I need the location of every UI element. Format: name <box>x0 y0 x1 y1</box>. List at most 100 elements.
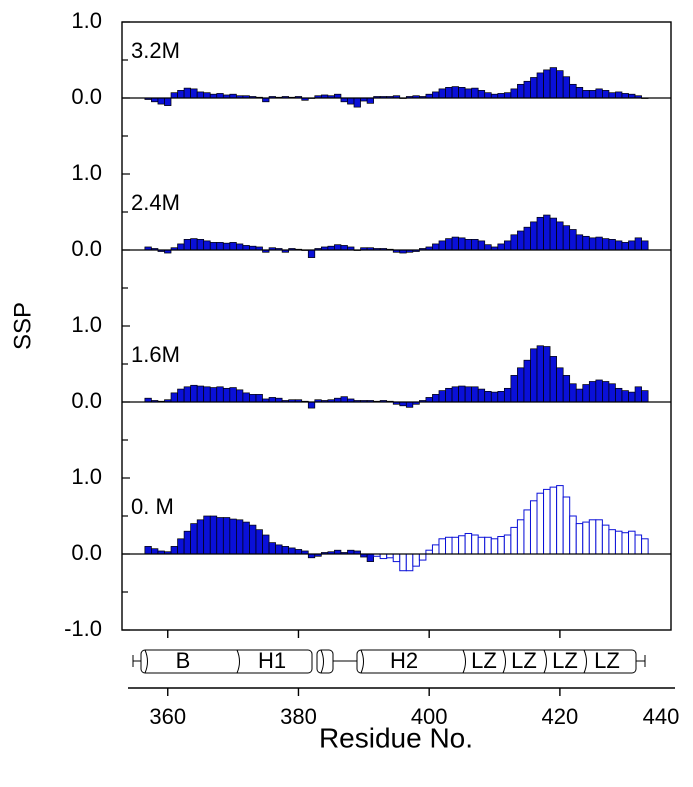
bar <box>222 387 231 403</box>
bar <box>628 240 636 251</box>
cylinder-edge <box>360 649 587 674</box>
x-axis-label: Residue No. <box>319 722 473 753</box>
bar <box>405 401 414 408</box>
x-tick-label: 380 <box>280 704 317 729</box>
bar <box>170 392 178 403</box>
bar <box>203 92 211 99</box>
bar <box>556 221 564 251</box>
bar <box>236 389 244 403</box>
bar <box>556 485 564 555</box>
bar <box>464 88 473 99</box>
bar <box>464 386 473 403</box>
bar <box>177 388 185 403</box>
bar <box>288 547 296 555</box>
bar <box>183 530 191 555</box>
plot-frame <box>121 21 672 631</box>
bar <box>582 521 590 555</box>
bar <box>641 390 649 403</box>
bar <box>523 80 531 99</box>
bar <box>432 91 440 99</box>
bar <box>307 401 316 409</box>
bar <box>366 97 374 104</box>
y-tick-label: 0.0 <box>71 388 102 413</box>
bar <box>418 553 427 561</box>
bar <box>503 387 512 403</box>
bar <box>484 92 492 99</box>
bar <box>484 536 492 555</box>
bar <box>340 396 348 403</box>
bar <box>530 77 538 99</box>
bar <box>582 90 590 99</box>
bar <box>510 234 518 251</box>
bar <box>203 386 211 403</box>
bar <box>490 538 499 555</box>
bar <box>438 538 447 555</box>
bar <box>628 530 636 555</box>
bar <box>562 496 571 555</box>
bar <box>183 239 191 251</box>
bar <box>608 239 616 251</box>
bar <box>562 225 571 251</box>
bar <box>608 529 616 555</box>
bar <box>216 517 224 555</box>
bar <box>249 524 257 555</box>
helix-cylinder <box>140 649 313 674</box>
bar <box>497 536 505 555</box>
bar <box>209 515 218 555</box>
bar <box>432 394 440 403</box>
y-tick-label: -1.0 <box>64 616 102 641</box>
bar <box>144 546 152 555</box>
bar <box>431 544 440 555</box>
bar <box>608 383 616 403</box>
y-tick-label: 0.0 <box>71 540 102 565</box>
bar <box>451 536 460 555</box>
bar <box>216 93 224 99</box>
bar <box>477 90 486 99</box>
bar <box>621 390 629 403</box>
bar <box>340 245 348 251</box>
bar <box>229 518 237 555</box>
bar <box>634 386 642 403</box>
bar <box>242 521 250 555</box>
bar <box>399 553 407 572</box>
bar <box>497 391 505 403</box>
x-tick-label: 420 <box>542 704 579 729</box>
bar <box>451 236 459 251</box>
bar <box>164 97 172 106</box>
bar <box>307 249 316 258</box>
x-tick-label: 360 <box>149 704 186 729</box>
bar <box>562 375 571 403</box>
bar <box>262 534 270 555</box>
bar <box>464 239 473 251</box>
bar <box>503 534 512 555</box>
bar <box>353 97 361 108</box>
panel-label: 2.4M <box>131 190 180 215</box>
bar <box>523 509 531 555</box>
bar <box>595 519 603 555</box>
y-tick-label: 0.0 <box>71 84 102 109</box>
bar <box>464 532 473 555</box>
bar <box>209 387 218 403</box>
bar <box>196 239 205 251</box>
bar <box>634 237 642 251</box>
bar <box>170 546 178 555</box>
bar <box>432 243 440 251</box>
domain-label: LZ <box>594 648 620 673</box>
bar <box>588 381 597 403</box>
bar <box>621 93 629 99</box>
bar <box>190 384 198 403</box>
domain-diagram: B H1 H2 LZ LZ LZ LZ <box>132 648 646 674</box>
y-tick-label: 0.0 <box>71 236 102 261</box>
bar <box>445 536 453 555</box>
bar <box>229 387 237 403</box>
bar <box>484 391 492 403</box>
bar <box>510 88 518 99</box>
bar <box>575 388 584 403</box>
bar <box>641 240 649 251</box>
y-tick-label: 1.0 <box>71 312 102 337</box>
bar <box>569 383 577 403</box>
bar <box>445 387 453 403</box>
bar <box>628 391 636 403</box>
bar <box>530 221 538 251</box>
bar <box>216 386 224 403</box>
